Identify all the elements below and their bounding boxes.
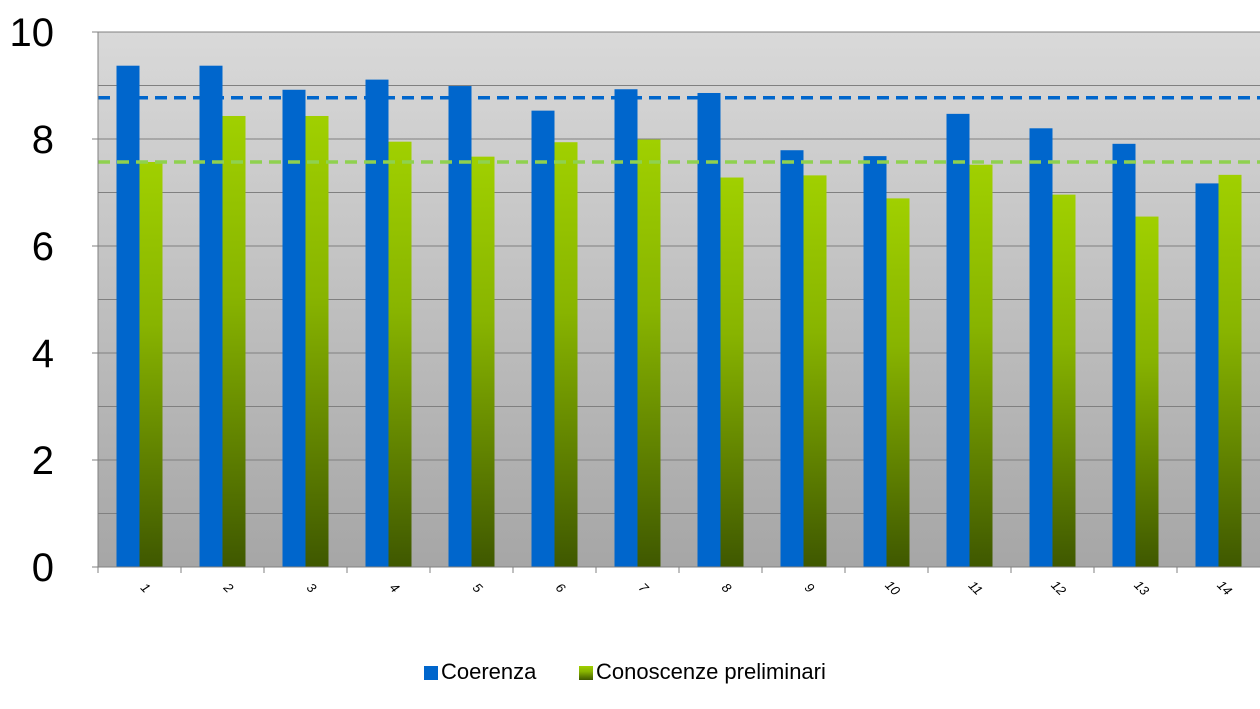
x-tick-label: 5 <box>470 580 486 596</box>
x-tick-label: 6 <box>553 580 569 596</box>
legend: Coerenza Conoscenze preliminari <box>424 659 826 684</box>
bar-conoscenze <box>969 164 993 567</box>
bar-coerenza <box>614 89 638 568</box>
bar-coerenza <box>1195 183 1219 567</box>
y-tick-label: 6 <box>32 225 54 269</box>
x-tick-label: 10 <box>882 577 903 598</box>
bar-coerenza <box>116 65 140 567</box>
bar-conoscenze <box>1135 216 1159 567</box>
x-tick-label: 14 <box>1214 577 1235 598</box>
x-tick-label: 9 <box>802 580 818 596</box>
bar-conoscenze <box>720 177 744 567</box>
bar-conoscenze <box>388 141 412 568</box>
x-tick-label: 13 <box>1131 577 1152 598</box>
bar-conoscenze <box>803 175 827 567</box>
y-tick-label: 0 <box>32 546 54 590</box>
y-tick-label: 8 <box>32 118 54 162</box>
bar-conoscenze <box>139 162 163 567</box>
bar-coerenza <box>282 89 306 567</box>
y-tick-label: 4 <box>32 332 54 376</box>
bar-conoscenze <box>471 156 495 567</box>
bar-coerenza <box>199 65 223 567</box>
bar-coerenza <box>697 92 721 568</box>
bar-conoscenze <box>886 198 910 567</box>
y-tick-label: 2 <box>32 439 54 483</box>
bars <box>116 65 1242 568</box>
bar-coerenza <box>1029 128 1053 568</box>
x-tick-label: 1 <box>138 580 154 596</box>
bar-conoscenze <box>305 115 329 568</box>
bar-conoscenze <box>1052 194 1076 567</box>
bar-coerenza <box>365 79 389 568</box>
reference-lines <box>98 96 1260 164</box>
bar-conoscenze <box>1218 174 1242 567</box>
x-tick-label: 8 <box>719 580 735 596</box>
x-tick-label: 3 <box>304 580 320 596</box>
bar-coerenza <box>1112 143 1136 567</box>
legend-label: Coerenza <box>441 659 537 684</box>
legend-label: Conoscenze preliminari <box>596 659 826 684</box>
bar-conoscenze <box>222 115 246 568</box>
bar-coerenza <box>448 86 472 567</box>
x-tick-label: 7 <box>636 580 652 596</box>
legend-swatch <box>424 666 438 680</box>
bar-conoscenze <box>637 139 661 567</box>
legend-swatch <box>579 666 593 680</box>
x-tick-label: 12 <box>1048 577 1069 598</box>
bar-coerenza <box>780 150 804 568</box>
y-tick-label: 10 <box>10 11 55 55</box>
bar-coerenza <box>946 113 970 567</box>
x-tick-label: 4 <box>387 580 403 596</box>
x-tick-label: 2 <box>220 579 237 596</box>
bar-conoscenze <box>554 142 578 567</box>
bar-coerenza <box>531 110 555 568</box>
x-tick-label: 11 <box>966 578 986 598</box>
bar-coerenza <box>863 156 887 567</box>
